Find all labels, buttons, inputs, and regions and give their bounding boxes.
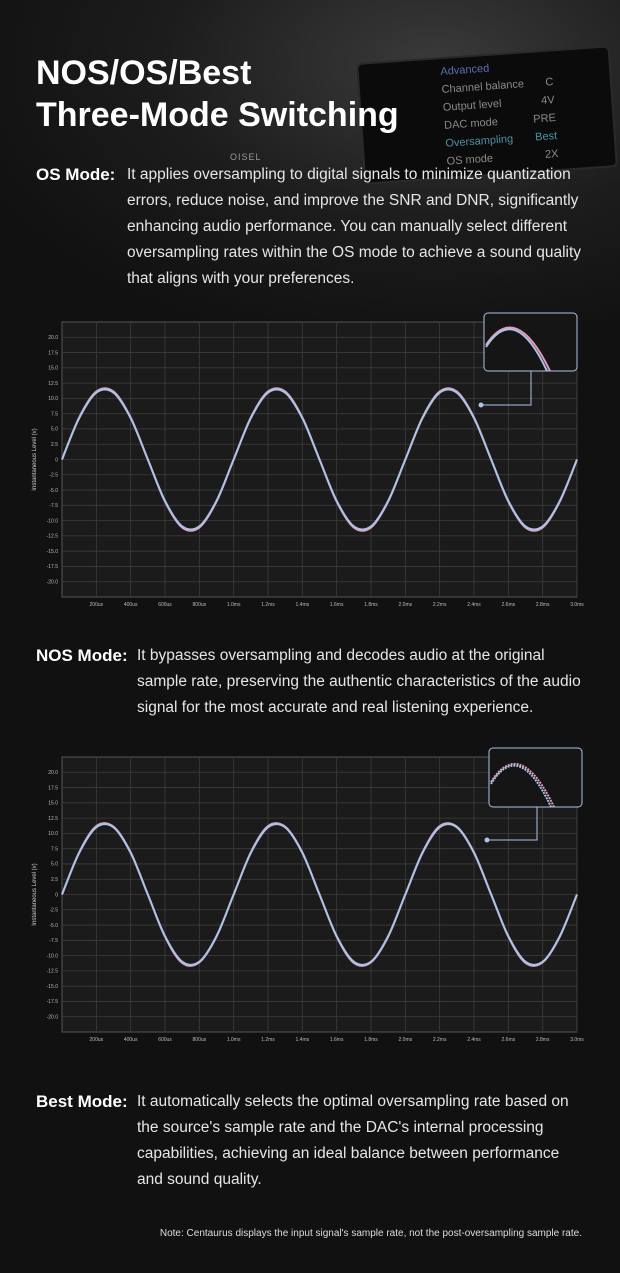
x-tick-label: 1.4ms — [296, 602, 310, 608]
section: OS Mode: It applies oversampling to digi… — [36, 162, 586, 292]
y-tick-label: 5.0 — [51, 427, 58, 433]
title-line: NOS/OS/Best — [36, 54, 252, 92]
device-brand: OISEL — [230, 152, 262, 162]
menu-value: PRE — [532, 112, 557, 126]
x-tick-label: 2.2ms — [433, 602, 447, 608]
y-tick-label: 7.5 — [51, 411, 58, 417]
x-tick-label: 1.8ms — [364, 1037, 378, 1043]
y-tick-label: 15.0 — [48, 801, 58, 807]
y-tick-label: 2.5 — [51, 442, 58, 448]
menu-value: Best — [534, 130, 558, 144]
y-tick-label: 7.5 — [51, 846, 58, 852]
x-tick-label: 400us — [124, 602, 138, 608]
x-tick-label: 2.6ms — [502, 1037, 516, 1043]
title-line: Three-Mode Switching — [36, 96, 399, 134]
signal-line — [61, 823, 578, 966]
y-tick-label: -20.0 — [47, 1015, 59, 1021]
section-heading: OS Mode: — [36, 165, 116, 184]
x-tick-label: 3.0ms — [570, 1037, 584, 1043]
x-tick-label: 2.4ms — [467, 602, 481, 608]
x-tick-label: 1.0ms — [227, 1037, 241, 1043]
y-tick-label: 10.0 — [48, 396, 58, 402]
y-tick-label: -5.0 — [49, 923, 58, 929]
y-tick-label: -10.0 — [47, 518, 59, 524]
y-tick-label: 20.0 — [48, 770, 58, 776]
y-tick-label: 0 — [55, 457, 58, 463]
y-tick-label: -17.5 — [47, 999, 59, 1005]
section-heading: NOS Mode: — [36, 646, 128, 665]
y-tick-label: -15.0 — [47, 549, 59, 555]
x-tick-label: 1.0ms — [227, 602, 241, 608]
x-tick-label: 2.8ms — [536, 602, 550, 608]
zoom-inset — [478, 312, 578, 408]
section: NOS Mode: It bypasses oversampling and d… — [36, 643, 586, 723]
y-tick-label: 5.0 — [51, 862, 58, 868]
x-tick-label: 600us — [158, 1037, 172, 1043]
y-tick-label: -7.5 — [49, 938, 58, 944]
y-tick-label: 10.0 — [48, 831, 58, 837]
y-tick-label: 12.5 — [48, 381, 58, 387]
y-tick-label: 12.5 — [48, 816, 58, 822]
y-tick-label: -10.0 — [47, 953, 59, 959]
x-tick-label: 200us — [90, 602, 104, 608]
x-tick-label: 800us — [193, 602, 207, 608]
y-tick-label: -2.5 — [49, 908, 58, 914]
y-tick-label: -12.5 — [47, 969, 59, 975]
device-menu: Advanced Channel balance C Output level 4V… — [440, 58, 559, 174]
x-tick-label: 200us — [90, 1037, 104, 1043]
hero-image: Advanced Channel balance C Output level 4V… — [0, 0, 620, 320]
section-body: It applies oversampling to digital signa… — [127, 166, 582, 287]
section-heading: Best Mode: — [36, 1092, 128, 1111]
y-tick-label: 2.5 — [51, 877, 58, 883]
x-tick-label: 1.6ms — [330, 1037, 344, 1043]
x-tick-label: 2.4ms — [467, 1037, 481, 1043]
y-tick-label: 17.5 — [48, 785, 58, 791]
y-tick-label: 0 — [55, 892, 58, 898]
footnote: Note: Centaurus displays the input signa… — [159, 1228, 582, 1239]
y-tick-label: -17.5 — [47, 564, 59, 570]
y-tick-label: -20.0 — [47, 580, 59, 586]
x-tick-label: 1.2ms — [261, 602, 275, 608]
y-tick-label: -15.0 — [47, 984, 59, 990]
x-tick-label: 1.8ms — [364, 602, 378, 608]
x-tick-label: 600us — [158, 602, 172, 608]
section: Best Mode: It automatically selects the … — [36, 1089, 586, 1199]
x-tick-label: 2.8ms — [536, 1037, 550, 1043]
y-tick-label: 17.5 — [48, 350, 58, 356]
x-tick-label: 2.0ms — [399, 1037, 413, 1043]
y-tick-label: 20.0 — [48, 335, 58, 341]
x-tick-label: 1.4ms — [296, 1037, 310, 1043]
section-body: It automatically selects the optimal ove… — [137, 1093, 569, 1188]
section-body: It bypasses oversampling and decodes aud… — [137, 647, 581, 716]
y-tick-label: -2.5 — [49, 473, 58, 479]
signal-line — [61, 388, 578, 531]
x-tick-label: 1.6ms — [330, 602, 344, 608]
x-tick-label: 2.6ms — [502, 602, 516, 608]
chart: 20.0 17.5 15.0 12.5 10.0 7.5 5.0 2.5 0 -2.5 -5.0 -7… — [32, 747, 584, 1043]
chart: 20.0 17.5 15.0 12.5 10.0 7.5 5.0 2.5 0 -2.5 -5.0 -7… — [32, 312, 584, 608]
title: NOS/OS/Best Three-Mode Switching — [36, 52, 399, 136]
x-tick-label: 2.0ms — [399, 602, 413, 608]
menu-value: C — [545, 76, 554, 89]
y-tick-label: -7.5 — [49, 503, 58, 509]
x-tick-label: 2.2ms — [433, 1037, 447, 1043]
y-tick-label: -12.5 — [47, 534, 59, 540]
y-tick-label: -5.0 — [49, 488, 58, 494]
menu-value: 4V — [540, 94, 556, 108]
x-tick-label: 1.2ms — [261, 1037, 275, 1043]
x-tick-label: 3.0ms — [570, 602, 584, 608]
y-axis-label: Instantaneous Level (v) — [32, 428, 38, 490]
y-axis-label: Instantaneous Level (v) — [32, 863, 38, 925]
y-tick-label: 15.0 — [48, 366, 58, 372]
x-tick-label: 800us — [193, 1037, 207, 1043]
x-tick-label: 400us — [124, 1037, 138, 1043]
zoom-inset — [484, 747, 583, 843]
